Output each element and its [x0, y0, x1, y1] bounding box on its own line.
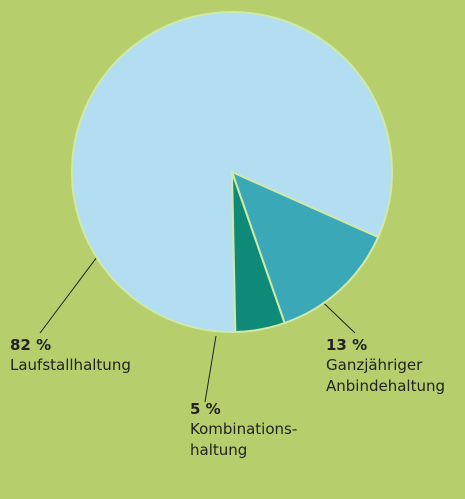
category-label: Anbindehaltung — [326, 377, 445, 395]
pie-slice — [231, 171, 286, 333]
leader-line — [204, 335, 217, 403]
category-label: Kombinations- — [190, 420, 297, 438]
category-label: haltung — [190, 441, 247, 459]
pie-slice — [230, 170, 380, 325]
value-label: 82 % — [10, 336, 51, 354]
value-label: 5 % — [190, 400, 221, 418]
value-label: 13 % — [326, 336, 367, 354]
leader-line — [39, 252, 101, 334]
category-label: Laufstallhaltung — [10, 356, 131, 374]
category-label: Ganzjähriger — [326, 356, 423, 374]
